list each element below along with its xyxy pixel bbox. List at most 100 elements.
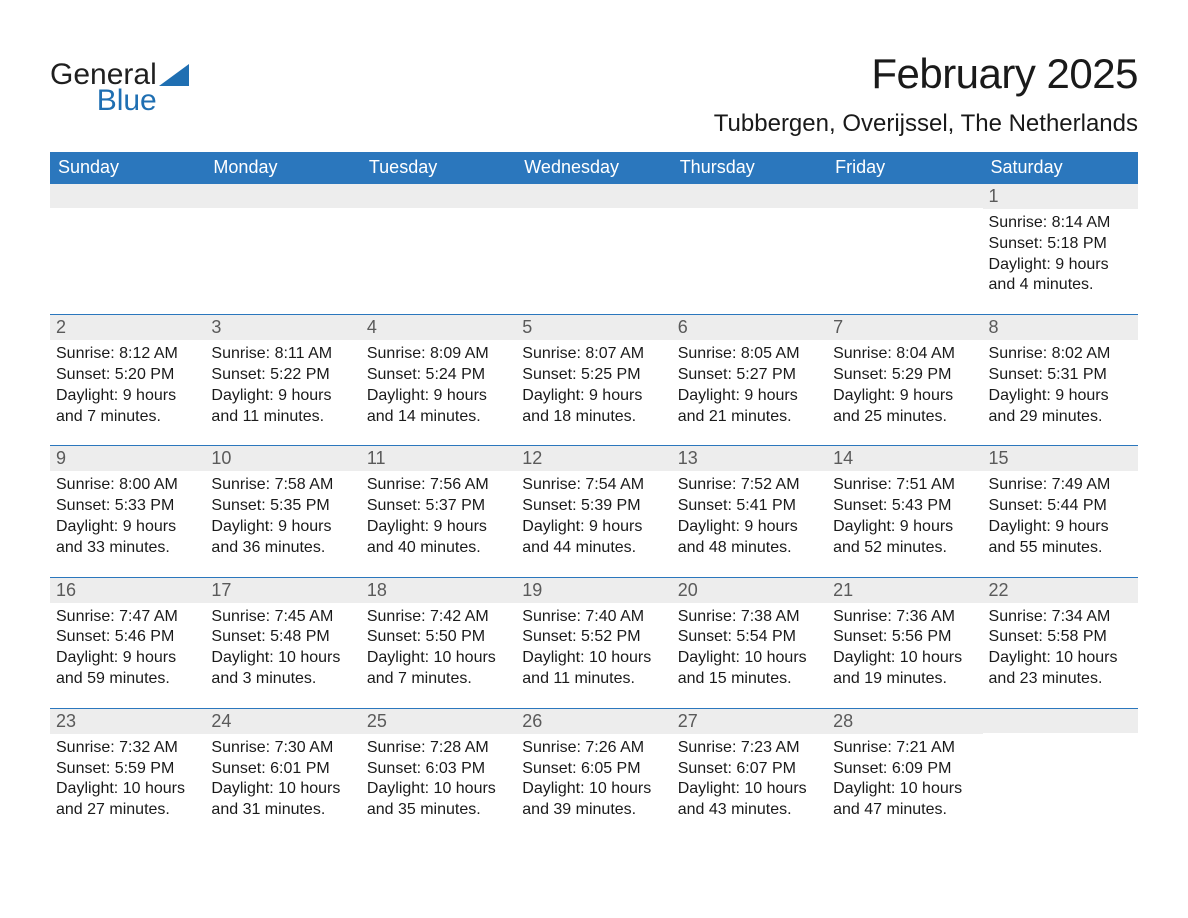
- day-cell: 6Sunrise: 8:05 AMSunset: 5:27 PMDaylight…: [672, 315, 827, 445]
- day-body: Sunrise: 7:38 AMSunset: 5:54 PMDaylight:…: [672, 603, 827, 690]
- day-number: 28: [827, 709, 982, 734]
- day-cell: 12Sunrise: 7:54 AMSunset: 5:39 PMDayligh…: [516, 446, 671, 576]
- day-body: Sunrise: 8:05 AMSunset: 5:27 PMDaylight:…: [672, 340, 827, 427]
- daylight-line: Daylight: 9 hours and 48 minutes.: [678, 517, 821, 559]
- day-cell: [983, 709, 1138, 839]
- sunrise-line: Sunrise: 7:47 AM: [56, 607, 199, 628]
- daylight-line: Daylight: 10 hours and 47 minutes.: [833, 779, 976, 821]
- day-cell: 10Sunrise: 7:58 AMSunset: 5:35 PMDayligh…: [205, 446, 360, 576]
- day-cell: 16Sunrise: 7:47 AMSunset: 5:46 PMDayligh…: [50, 578, 205, 708]
- sunset-line: Sunset: 5:29 PM: [833, 365, 976, 386]
- sunrise-line: Sunrise: 7:58 AM: [211, 475, 354, 496]
- day-body: Sunrise: 8:04 AMSunset: 5:29 PMDaylight:…: [827, 340, 982, 427]
- sunrise-line: Sunrise: 8:04 AM: [833, 344, 976, 365]
- day-number: 1: [983, 184, 1138, 209]
- sunrise-line: Sunrise: 8:11 AM: [211, 344, 354, 365]
- sunrise-line: Sunrise: 7:52 AM: [678, 475, 821, 496]
- sunset-line: Sunset: 5:20 PM: [56, 365, 199, 386]
- daylight-line: Daylight: 10 hours and 7 minutes.: [367, 648, 510, 690]
- daylight-line: Daylight: 9 hours and 11 minutes.: [211, 386, 354, 428]
- daylight-line: Daylight: 9 hours and 25 minutes.: [833, 386, 976, 428]
- sunset-line: Sunset: 5:58 PM: [989, 627, 1132, 648]
- day-number: 17: [205, 578, 360, 603]
- day-body: Sunrise: 8:12 AMSunset: 5:20 PMDaylight:…: [50, 340, 205, 427]
- day-number: 19: [516, 578, 671, 603]
- day-body: Sunrise: 8:09 AMSunset: 5:24 PMDaylight:…: [361, 340, 516, 427]
- day-number: 13: [672, 446, 827, 471]
- day-number: 27: [672, 709, 827, 734]
- daylight-line: Daylight: 10 hours and 11 minutes.: [522, 648, 665, 690]
- sunrise-line: Sunrise: 7:42 AM: [367, 607, 510, 628]
- day-number: 23: [50, 709, 205, 734]
- day-number: 9: [50, 446, 205, 471]
- day-cell: 8 Sunrise: 8:02 AMSunset: 5:31 PMDaylight…: [983, 315, 1138, 445]
- sunset-line: Sunset: 5:27 PM: [678, 365, 821, 386]
- daylight-line: Daylight: 9 hours and 29 minutes.: [989, 386, 1132, 428]
- sunrise-line: Sunrise: 8:09 AM: [367, 344, 510, 365]
- day-cell: 1Sunrise: 8:14 AMSunset: 5:18 PMDaylight…: [983, 184, 1138, 314]
- day-number: 21: [827, 578, 982, 603]
- daylight-line: Daylight: 9 hours and 59 minutes.: [56, 648, 199, 690]
- day-cell: 23Sunrise: 7:32 AMSunset: 5:59 PMDayligh…: [50, 709, 205, 839]
- sunset-line: Sunset: 6:07 PM: [678, 759, 821, 780]
- day-cell: 5Sunrise: 8:07 AMSunset: 5:25 PMDaylight…: [516, 315, 671, 445]
- sunrise-line: Sunrise: 8:02 AM: [989, 344, 1132, 365]
- sunset-line: Sunset: 6:01 PM: [211, 759, 354, 780]
- sunset-line: Sunset: 5:56 PM: [833, 627, 976, 648]
- day-number: [516, 184, 671, 208]
- day-number: 26: [516, 709, 671, 734]
- daylight-line: Daylight: 9 hours and 52 minutes.: [833, 517, 976, 559]
- sunrise-line: Sunrise: 8:07 AM: [522, 344, 665, 365]
- day-cell: 14Sunrise: 7:51 AMSunset: 5:43 PMDayligh…: [827, 446, 982, 576]
- day-cell: 21Sunrise: 7:36 AMSunset: 5:56 PMDayligh…: [827, 578, 982, 708]
- daylight-line: Daylight: 10 hours and 3 minutes.: [211, 648, 354, 690]
- sunset-line: Sunset: 5:39 PM: [522, 496, 665, 517]
- day-cell: 11Sunrise: 7:56 AMSunset: 5:37 PMDayligh…: [361, 446, 516, 576]
- month-title: February 2025: [714, 50, 1138, 98]
- calendar-header-row: Sunday Monday Tuesday Wednesday Thursday…: [50, 152, 1138, 184]
- week-row: 1Sunrise: 8:14 AMSunset: 5:18 PMDaylight…: [50, 184, 1138, 314]
- sunset-line: Sunset: 6:09 PM: [833, 759, 976, 780]
- sunrise-line: Sunrise: 7:54 AM: [522, 475, 665, 496]
- page-header: General Blue February 2025 Tubbergen, Ov…: [50, 50, 1138, 138]
- day-cell: 7Sunrise: 8:04 AMSunset: 5:29 PMDaylight…: [827, 315, 982, 445]
- day-body: Sunrise: 7:56 AMSunset: 5:37 PMDaylight:…: [361, 471, 516, 558]
- week-row: 23Sunrise: 7:32 AMSunset: 5:59 PMDayligh…: [50, 708, 1138, 839]
- day-cell: [205, 184, 360, 314]
- day-cell: 22Sunrise: 7:34 AMSunset: 5:58 PMDayligh…: [983, 578, 1138, 708]
- sunset-line: Sunset: 5:52 PM: [522, 627, 665, 648]
- day-number: [205, 184, 360, 208]
- day-number: 8: [983, 315, 1138, 340]
- day-body: Sunrise: 7:40 AMSunset: 5:52 PMDaylight:…: [516, 603, 671, 690]
- day-number: 14: [827, 446, 982, 471]
- daylight-line: Daylight: 9 hours and 55 minutes.: [989, 517, 1132, 559]
- title-block: February 2025 Tubbergen, Overijssel, The…: [714, 50, 1138, 138]
- sunrise-line: Sunrise: 7:23 AM: [678, 738, 821, 759]
- sunrise-line: Sunrise: 7:51 AM: [833, 475, 976, 496]
- day-cell: 3Sunrise: 8:11 AMSunset: 5:22 PMDaylight…: [205, 315, 360, 445]
- day-body: Sunrise: 7:42 AMSunset: 5:50 PMDaylight:…: [361, 603, 516, 690]
- sunset-line: Sunset: 5:33 PM: [56, 496, 199, 517]
- day-cell: 24Sunrise: 7:30 AMSunset: 6:01 PMDayligh…: [205, 709, 360, 839]
- daylight-line: Daylight: 9 hours and 18 minutes.: [522, 386, 665, 428]
- day-body: Sunrise: 7:54 AMSunset: 5:39 PMDaylight:…: [516, 471, 671, 558]
- sunrise-line: Sunrise: 7:32 AM: [56, 738, 199, 759]
- sunset-line: Sunset: 5:22 PM: [211, 365, 354, 386]
- day-cell: 2Sunrise: 8:12 AMSunset: 5:20 PMDaylight…: [50, 315, 205, 445]
- daylight-line: Daylight: 10 hours and 43 minutes.: [678, 779, 821, 821]
- day-number: [672, 184, 827, 208]
- sunset-line: Sunset: 5:31 PM: [989, 365, 1132, 386]
- day-cell: 18Sunrise: 7:42 AMSunset: 5:50 PMDayligh…: [361, 578, 516, 708]
- day-cell: 13Sunrise: 7:52 AMSunset: 5:41 PMDayligh…: [672, 446, 827, 576]
- day-number: [361, 184, 516, 208]
- day-number: 25: [361, 709, 516, 734]
- day-number: 7: [827, 315, 982, 340]
- day-cell: 4Sunrise: 8:09 AMSunset: 5:24 PMDaylight…: [361, 315, 516, 445]
- week-row: 9Sunrise: 8:00 AMSunset: 5:33 PMDaylight…: [50, 445, 1138, 576]
- sunrise-line: Sunrise: 7:45 AM: [211, 607, 354, 628]
- day-body: Sunrise: 7:52 AMSunset: 5:41 PMDaylight:…: [672, 471, 827, 558]
- sunset-line: Sunset: 5:18 PM: [989, 234, 1132, 255]
- day-number: 22: [983, 578, 1138, 603]
- daylight-line: Daylight: 10 hours and 19 minutes.: [833, 648, 976, 690]
- sunset-line: Sunset: 5:37 PM: [367, 496, 510, 517]
